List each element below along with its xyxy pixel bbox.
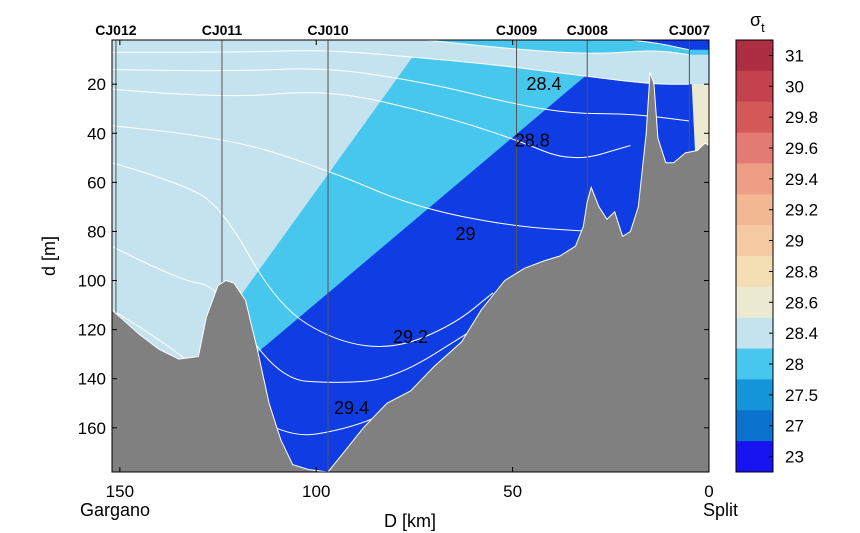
- colorbar-label: 29.4: [785, 170, 818, 189]
- x-tick-label: 150: [106, 482, 134, 501]
- y-tick-label: 60: [87, 173, 106, 192]
- station-label-CJ008: CJ008: [567, 22, 608, 38]
- colorbar-segment: [736, 70, 773, 103]
- isoline-29.4-29.6: [112, 245, 474, 383]
- x-end-label-left: Gargano: [80, 500, 150, 520]
- contour-labels: 28.4 28.8 29 29.2 29.4: [334, 74, 562, 418]
- x-tick-label: 0: [704, 482, 713, 501]
- y-axis: 20 40 60 80 100 120 140 160: [78, 75, 709, 438]
- station-label-CJ010: CJ010: [307, 22, 348, 38]
- colorbar-segment: [736, 379, 773, 411]
- y-axis-title: d [m]: [39, 236, 59, 276]
- contour-label: 29.2: [393, 327, 428, 347]
- isoline-28-28.4: [426, 40, 690, 56]
- colorbar-segment: [736, 317, 773, 350]
- colorbar-label: 28.6: [785, 293, 818, 312]
- isoline-28.6-28.8: [112, 68, 690, 122]
- colorbar-title-symbol: σ: [750, 10, 761, 30]
- isoline-29.0-29.2: [112, 125, 592, 232]
- x-axis-title: D [km]: [384, 511, 436, 531]
- y-tick-label: 140: [78, 370, 106, 389]
- contour-label: 28.8: [515, 131, 550, 151]
- station-label-CJ007: CJ007: [669, 22, 710, 38]
- colorbar-title-subscript: t: [761, 20, 765, 35]
- colorbar-segment: [736, 194, 773, 226]
- x-axis: 150 100 50 0: [106, 40, 714, 501]
- colorbar-segment: [736, 163, 773, 195]
- seafloor-fill: [112, 71, 709, 472]
- colorbar-label: 29.6: [785, 139, 818, 158]
- colorbar-label: 23: [785, 448, 804, 467]
- station-label-CJ011: CJ011: [202, 22, 243, 38]
- colorbar-segment: [736, 348, 773, 380]
- contour-lines: [112, 40, 690, 472]
- colorbar-segment: [736, 101, 773, 134]
- colorbar-label: 31: [785, 46, 804, 65]
- contour-label: 29: [455, 224, 475, 244]
- colorbar-label: 27.5: [785, 386, 818, 405]
- isoline-29.2-29.4: [112, 162, 494, 347]
- y-tick-label: 100: [78, 272, 106, 291]
- colorbar-segment: [736, 40, 773, 72]
- station-labels: CJ012 CJ011 CJ010 CJ009 CJ008 CJ007: [95, 22, 710, 38]
- station-label-CJ012: CJ012: [95, 22, 136, 38]
- x-tick-label: 100: [302, 482, 330, 501]
- y-tick-label: 160: [78, 419, 106, 438]
- colorbar: 31 30 29.8 29.6 29.4 29.2 29 28.8 28.6 28.4 28 27.5…: [735, 39, 818, 473]
- colorbar-label: 29.8: [785, 108, 818, 127]
- x-tick-label: 50: [503, 482, 522, 501]
- colorbar-label: 29: [785, 232, 804, 251]
- contour-label: 28.4: [527, 74, 562, 94]
- x-end-label-right: Split: [703, 500, 738, 520]
- colorbar-segment: [736, 132, 773, 164]
- isoline-28.8-29.0: [112, 88, 631, 159]
- colorbar-frame: [735, 39, 774, 473]
- sea-floor: [112, 71, 709, 472]
- colorbar-segment: [736, 256, 773, 288]
- y-tick-label: 120: [78, 321, 106, 340]
- colorbar-segment: [736, 225, 773, 257]
- colorbar-label: 28.8: [785, 262, 818, 281]
- colorbar-label: 29.2: [785, 201, 818, 220]
- colorbar-label: 28.4: [785, 324, 818, 343]
- colorbar-label: 30: [785, 77, 804, 96]
- plot-frame: [111, 39, 710, 473]
- colorbar-label: 27: [785, 417, 804, 436]
- station-label-CJ009: CJ009: [496, 22, 537, 38]
- colorbar-segment: [736, 410, 773, 442]
- colorbar-title: σt: [750, 10, 765, 35]
- colorbar-label: 28: [785, 355, 804, 374]
- seafloor-outline: [112, 71, 709, 472]
- y-tick-label: 20: [87, 75, 106, 94]
- y-tick-label: 80: [87, 222, 106, 241]
- colorbar-segment: [736, 441, 773, 473]
- isoline-<28: [630, 40, 690, 51]
- isoline-28.4-28.6: [112, 50, 690, 85]
- colorbar-segment: [736, 286, 773, 319]
- contour-label: 29.4: [334, 398, 369, 418]
- y-tick-label: 40: [87, 124, 106, 143]
